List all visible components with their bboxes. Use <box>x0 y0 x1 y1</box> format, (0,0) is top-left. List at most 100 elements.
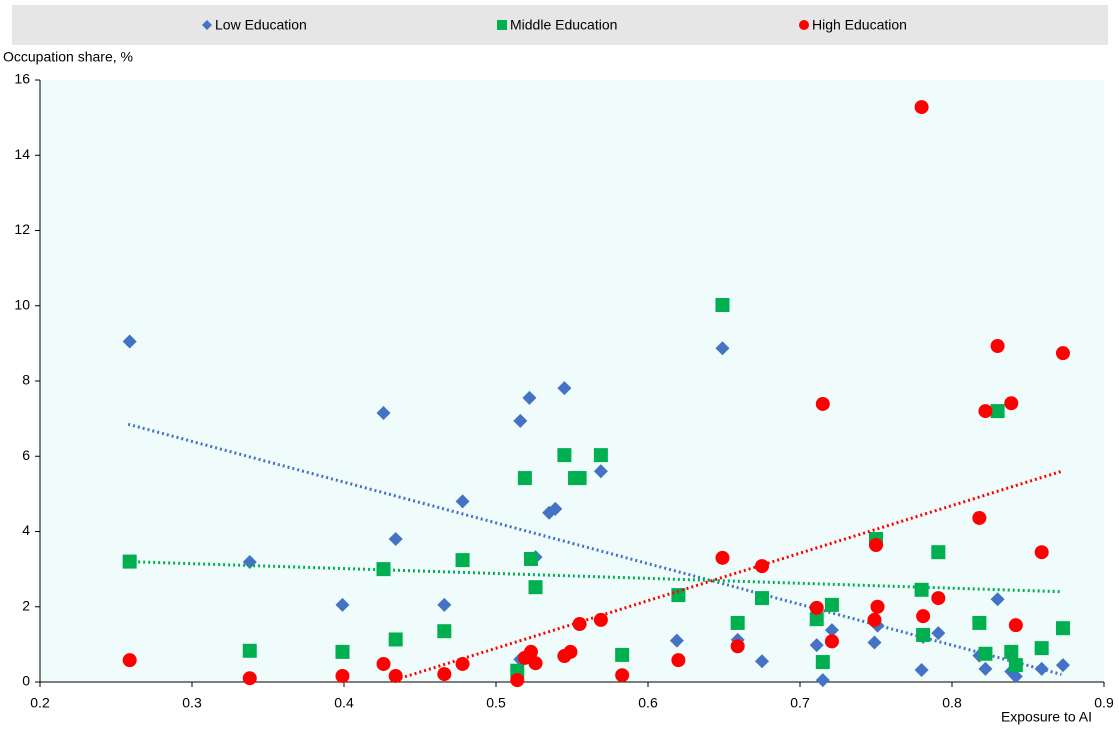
point <box>615 668 630 683</box>
point <box>978 661 993 676</box>
point <box>715 341 730 356</box>
point <box>528 580 543 595</box>
point <box>931 626 946 641</box>
x-tick-label: 0.6 <box>638 695 658 711</box>
point <box>715 550 730 565</box>
point <box>593 464 608 479</box>
point <box>815 673 830 688</box>
point <box>916 627 931 642</box>
legend-marker <box>799 20 809 30</box>
trendline <box>127 422 1062 676</box>
point <box>914 100 929 115</box>
y-tick-label: 14 <box>14 146 30 162</box>
point <box>615 647 630 662</box>
point <box>523 644 538 659</box>
x-tick-label: 0.7 <box>790 695 810 711</box>
point <box>376 405 391 420</box>
x-axis-title: Exposure to AI <box>1001 709 1092 725</box>
point <box>972 510 987 525</box>
point <box>916 609 931 624</box>
point <box>1055 346 1070 361</box>
point <box>914 582 929 597</box>
point <box>755 559 769 574</box>
point <box>437 597 452 612</box>
point <box>376 656 391 671</box>
point <box>510 673 525 688</box>
point <box>990 339 1005 354</box>
point <box>335 644 350 659</box>
point <box>972 615 987 630</box>
point <box>990 592 1005 607</box>
point <box>669 633 684 648</box>
x-tick-label: 0.8 <box>942 695 962 711</box>
point <box>869 538 883 553</box>
legend-band <box>12 5 1108 45</box>
point <box>572 471 587 486</box>
point <box>730 639 745 654</box>
x-tick-label: 0.9 <box>1094 695 1114 711</box>
legend-label: High Education <box>812 17 907 33</box>
point <box>815 655 830 670</box>
y-tick-label: 2 <box>22 597 30 613</box>
point <box>242 643 257 658</box>
point <box>563 644 578 659</box>
point <box>1055 658 1070 673</box>
point <box>1008 618 1023 633</box>
y-tick-label: 6 <box>22 447 30 463</box>
point <box>1008 669 1023 684</box>
point <box>1004 644 1019 659</box>
point <box>437 624 452 639</box>
point <box>1034 641 1049 656</box>
point <box>815 396 830 411</box>
point <box>557 381 572 396</box>
point <box>455 553 470 568</box>
point <box>1055 621 1070 636</box>
point <box>809 612 824 627</box>
point <box>1034 545 1049 560</box>
x-tick-label: 0.3 <box>182 695 202 711</box>
plot-area <box>40 80 1104 682</box>
point <box>593 448 608 463</box>
point <box>242 671 257 686</box>
point <box>522 390 537 405</box>
point <box>978 646 993 661</box>
point <box>931 591 946 606</box>
point <box>335 668 350 683</box>
y-axis-title: Occupation share, % <box>3 49 133 65</box>
point <box>388 632 403 647</box>
y-tick-label: 0 <box>22 673 30 689</box>
point <box>388 668 403 683</box>
point <box>523 551 538 566</box>
point <box>122 334 137 349</box>
point <box>1008 658 1023 673</box>
point <box>824 597 839 612</box>
point <box>809 600 824 615</box>
point <box>755 654 769 669</box>
x-tick-label: 0.5 <box>486 695 506 711</box>
point <box>671 653 686 668</box>
trendline <box>399 469 1062 680</box>
point <box>528 656 543 671</box>
point <box>572 617 587 632</box>
y-tick-label: 10 <box>14 296 30 312</box>
legend-marker <box>497 20 507 30</box>
point <box>671 588 686 603</box>
point <box>548 501 563 516</box>
point <box>870 599 885 614</box>
point <box>557 448 572 463</box>
y-tick-label: 4 <box>22 522 30 538</box>
point <box>867 612 882 627</box>
point <box>978 404 993 419</box>
y-tick-label: 12 <box>14 221 30 237</box>
point <box>455 494 470 509</box>
point <box>824 634 839 649</box>
y-tick-label: 8 <box>22 372 30 388</box>
point <box>242 554 257 569</box>
y-tick-label: 16 <box>14 71 30 87</box>
point <box>437 667 452 682</box>
point <box>517 471 532 486</box>
point <box>122 653 137 668</box>
point <box>809 638 824 653</box>
point <box>335 597 350 612</box>
